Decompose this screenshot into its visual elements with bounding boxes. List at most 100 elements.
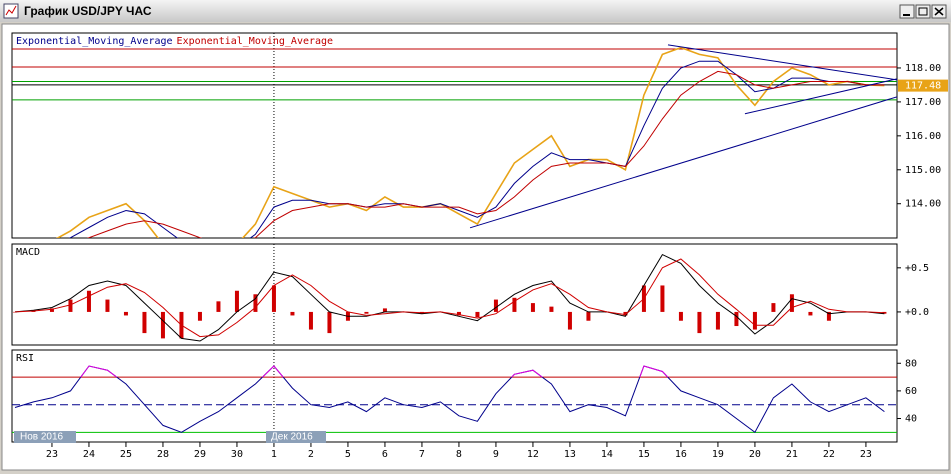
x-tick-label: 16: [675, 449, 687, 460]
histogram-bar: [234, 290, 239, 312]
macd-plot: [12, 244, 887, 345]
y-tick-label: 60: [905, 386, 917, 397]
maximize-glyph: [918, 7, 928, 16]
legend-entry: Exponential_Moving_Average: [177, 36, 334, 47]
trendline: [744, 78, 897, 115]
rsi-line: [14, 365, 885, 434]
x-tick-label: 28: [157, 449, 169, 460]
histogram-bar: [456, 311, 461, 316]
x-tick-label: 9: [493, 449, 499, 460]
rsi-panel: [11, 349, 898, 443]
histogram-bar: [68, 299, 73, 312]
legend-entry: Exponential_Moving_Average: [16, 36, 173, 47]
histogram-bar: [142, 311, 147, 334]
x-tick-label: 6: [382, 449, 388, 460]
histogram-bar: [253, 294, 258, 312]
histogram-bar: [216, 301, 221, 312]
x-tick-label: 30: [231, 449, 243, 460]
y-tick-label: +0.0: [905, 307, 929, 318]
trendline: [469, 96, 897, 229]
y-tick-label: 40: [905, 414, 917, 425]
histogram-bar: [808, 311, 813, 316]
histogram-bar: [715, 311, 720, 330]
y-tick-label: 117.00: [905, 97, 941, 108]
title-bar: [0, 0, 951, 22]
x-tick-label: 25: [120, 449, 132, 460]
y-tick-label: 115.00: [905, 165, 941, 176]
window-title: График USD/JPY ЧАС: [24, 4, 152, 18]
month-label: Нов 2016: [20, 432, 64, 443]
histogram-bar: [49, 308, 54, 312]
y-tick-label: 114.00: [905, 199, 941, 210]
histogram-bar: [530, 303, 535, 312]
month-box: [14, 431, 76, 443]
histogram-bar: [882, 311, 887, 314]
histogram-bar: [475, 311, 480, 318]
y-tick-label: 80: [905, 358, 917, 369]
chart-layer: 114.00 115.00 116.00 117.00 118.00 117.48 Expo…: [12, 33, 948, 460]
price-plot: [12, 33, 897, 238]
histogram-bar: [290, 311, 295, 316]
histogram-bar: [308, 311, 313, 330]
histogram-bar: [160, 311, 165, 339]
x-tick-label: 20: [749, 449, 761, 460]
close-glyph: [934, 7, 944, 16]
maximize-button[interactable]: [915, 4, 931, 19]
histogram-bar: [678, 311, 683, 321]
histogram-bar: [197, 311, 202, 321]
y-tick-label: 116.00: [905, 131, 941, 142]
x-tick-label: 7: [419, 449, 425, 460]
histogram-bar: [771, 303, 776, 312]
histogram-bar: [271, 285, 276, 312]
histogram-bar: [86, 290, 91, 312]
last-price-label: 117.48: [905, 81, 941, 92]
x-tick-label: 2: [308, 449, 314, 460]
x-tick-label: 1: [271, 449, 277, 460]
macd-line: [14, 258, 885, 338]
x-tick-label: 21: [786, 449, 798, 460]
app-icon-glyph: [5, 5, 17, 16]
window-buttons[interactable]: [899, 4, 947, 19]
histogram-bar: [105, 299, 110, 312]
histogram-bar: [549, 306, 554, 312]
x-tick-label: 19: [712, 449, 724, 460]
rsi-plot: [12, 350, 897, 442]
y-tick-label: +0.5: [905, 263, 929, 274]
histogram-bar: [734, 311, 739, 327]
x-tick-label: 15: [638, 449, 650, 460]
y-tick-label: 118.00: [905, 63, 941, 74]
histogram-bar: [364, 311, 369, 314]
histogram-bar: [567, 311, 572, 330]
histogram-bar: [512, 297, 517, 312]
histogram-bar: [826, 311, 831, 321]
histogram-bar: [586, 311, 591, 321]
x-tick-label: 12: [527, 449, 539, 460]
x-tick-label: 23: [46, 449, 58, 460]
panel-title: RSI: [16, 353, 34, 364]
macd-line: [14, 253, 885, 342]
x-tick-label: 14: [601, 449, 613, 460]
histogram-bar: [123, 311, 128, 316]
histogram-bar: [697, 311, 702, 334]
month-label: Дек 2016: [271, 432, 313, 443]
histogram-bar: [789, 294, 794, 312]
x-tick-label: 8: [456, 449, 462, 460]
histogram-bar: [623, 311, 628, 316]
last-price-box: [898, 79, 948, 92]
histogram-bar: [752, 311, 757, 330]
histogram-bar: [493, 299, 498, 312]
x-tick-label: 23: [860, 449, 872, 460]
x-tick-label: 24: [83, 449, 95, 460]
histogram-bar: [12, 311, 17, 313]
minimize-button[interactable]: [899, 4, 915, 19]
panel-title: MACD: [16, 247, 40, 258]
month-box: [266, 431, 326, 443]
app-icon: [3, 3, 19, 19]
x-tick-label: 5: [345, 449, 351, 460]
histogram-bar: [327, 311, 332, 334]
histogram-bar: [660, 285, 665, 312]
trendline: [667, 44, 897, 81]
ema-line: [86, 70, 885, 238]
x-tick-label: 22: [823, 449, 835, 460]
